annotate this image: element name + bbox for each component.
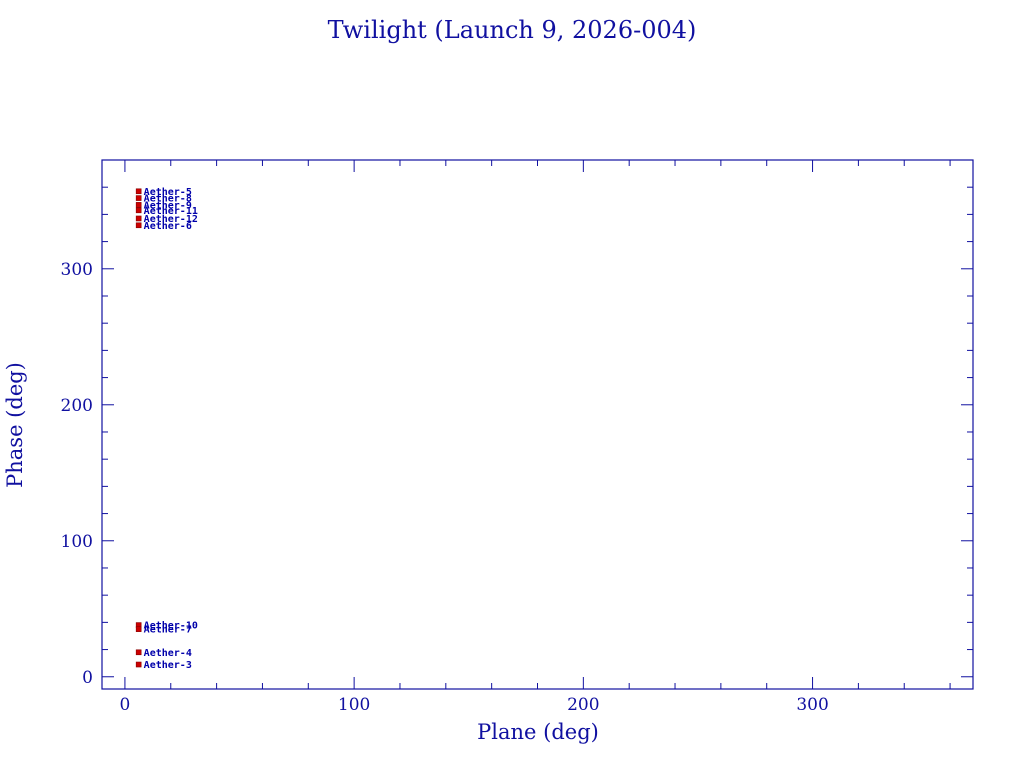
x-axis-label: Plane (deg) — [477, 720, 599, 744]
point-label: Aether-10 — [144, 621, 198, 632]
axis-ticks: 0 100 200 300 0 100 200 300 — [61, 160, 973, 715]
point-label: Aether-5 — [144, 187, 192, 198]
x-tick-label: 300 — [796, 695, 828, 715]
y-axis-label: Phase (deg) — [3, 362, 27, 488]
data-point — [135, 195, 142, 201]
point-label: Aether-3 — [144, 660, 192, 671]
y-tick-label: 100 — [61, 532, 93, 552]
point-label: Aether-4 — [144, 648, 192, 659]
y-tick-label: 300 — [61, 260, 93, 280]
chart-title: Twilight (Launch 9, 2026-004) — [328, 16, 697, 44]
data-point — [135, 188, 142, 195]
data-point — [135, 207, 142, 214]
data-points: Aether-5Aether-8Aether-9Aether-11Aether-… — [135, 187, 198, 671]
y-tick-label: 200 — [61, 396, 93, 416]
x-tick-label: 0 — [120, 695, 131, 715]
point-label: Aether-9 — [144, 200, 192, 211]
data-point — [135, 222, 142, 229]
y-tick-label: 0 — [82, 668, 93, 688]
point-label: Aether-8 — [144, 194, 192, 205]
x-tick-label: 100 — [338, 695, 370, 715]
point-label: Aether-11 — [144, 206, 198, 217]
data-point — [135, 202, 142, 208]
x-tick-label: 200 — [567, 695, 599, 715]
data-point — [135, 215, 142, 222]
point-label: Aether-6 — [144, 221, 192, 232]
data-point — [135, 649, 142, 656]
data-point — [135, 626, 142, 632]
data-point — [135, 661, 142, 668]
point-label: Aether-7 — [144, 625, 192, 636]
plot-frame — [101, 159, 974, 690]
point-label: Aether-12 — [144, 214, 198, 225]
